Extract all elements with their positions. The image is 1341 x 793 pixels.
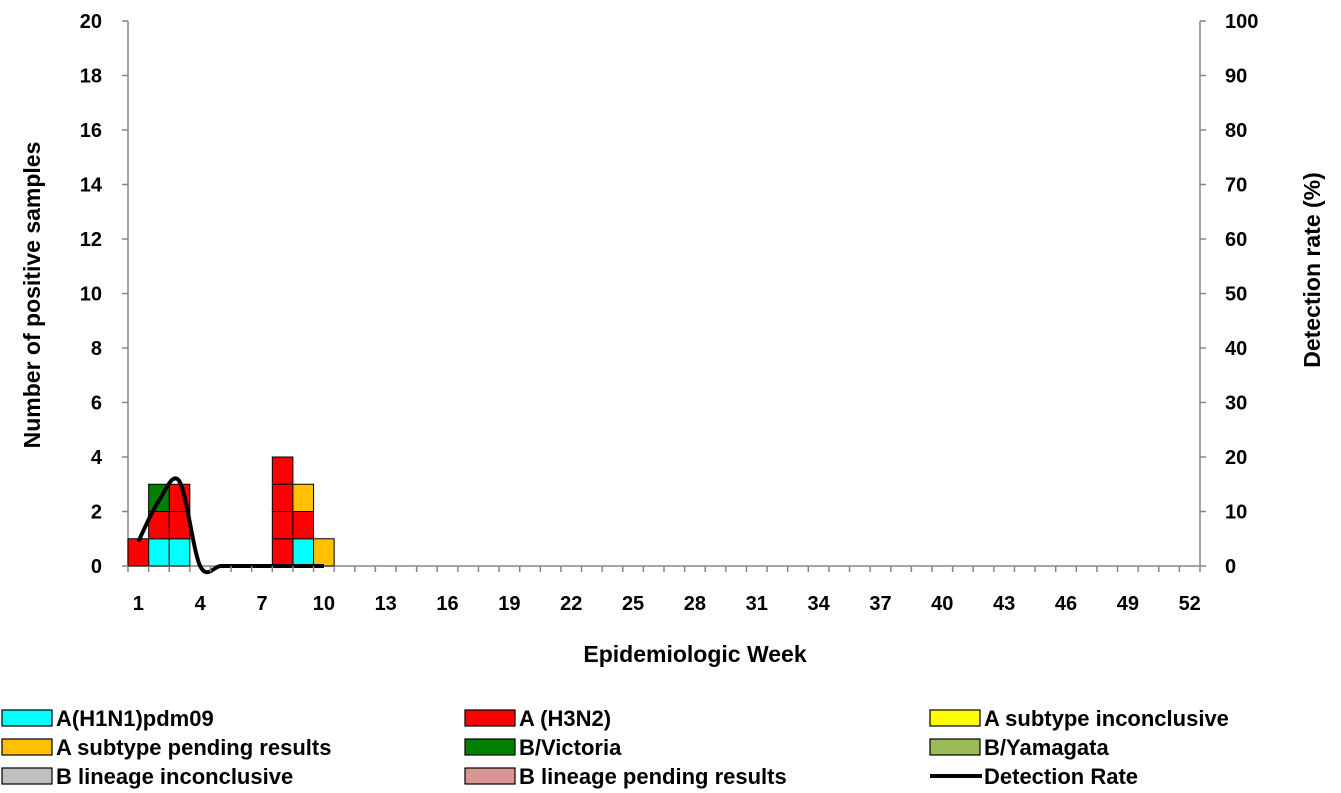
legend-swatch <box>929 709 981 727</box>
legend-label: B lineage pending results <box>519 764 787 789</box>
x-tick-label: 28 <box>684 593 706 615</box>
y2-tick-label: 50 <box>1225 284 1247 306</box>
y-tick-label: 6 <box>91 393 102 415</box>
y2-tick-label: 30 <box>1225 393 1247 415</box>
y-tick-label: 18 <box>80 66 102 88</box>
x-tick-label: 52 <box>1179 593 1201 615</box>
x-axis-title: Epidemiologic Week <box>583 641 806 667</box>
legend-label: A(H1N1)pdm09 <box>56 706 214 731</box>
legend-swatch <box>464 767 516 785</box>
y2-tick-label: 60 <box>1225 229 1247 251</box>
x-tick-label: 43 <box>993 593 1015 615</box>
y-tick-label: 14 <box>80 175 103 197</box>
bar-segment <box>271 538 294 567</box>
x-axis-ticks: 1 4 7 10 13 16 19 22 25 28 31 34 37 40 43 46 49 52 <box>127 566 1201 615</box>
bar-segment <box>127 538 150 567</box>
x-tick-label: 34 <box>807 593 830 615</box>
legend-label: B/Victoria <box>519 735 622 760</box>
legend-swatch <box>464 738 516 756</box>
legend-swatch <box>1 767 53 785</box>
y2-tick-label: 90 <box>1225 66 1247 88</box>
x-tick-label: 25 <box>622 593 644 615</box>
legend-swatch <box>1 738 53 756</box>
bar-segment <box>271 511 294 540</box>
y-tick-label: 0 <box>91 556 102 578</box>
detection-rate-line <box>136 476 324 575</box>
x-tick-label: 13 <box>375 593 397 615</box>
legend-label: A (H3N2) <box>519 706 611 731</box>
y-tick-label: 12 <box>80 229 102 251</box>
bar-segment <box>292 511 315 540</box>
legend-label: B/Yamagata <box>984 735 1109 760</box>
bar-segment <box>292 483 315 512</box>
legend-label: A subtype inconclusive <box>984 706 1229 731</box>
y-axis-left-title: Number of positive samples <box>19 142 45 449</box>
y2-tick-label: 70 <box>1225 175 1247 197</box>
legend-label: B lineage inconclusive <box>56 764 293 789</box>
y-tick-label: 20 <box>80 11 102 33</box>
legend-label: Detection Rate <box>984 764 1138 789</box>
x-tick-label: 37 <box>869 593 891 615</box>
y2-tick-label: 0 <box>1225 556 1236 578</box>
y2-tick-label: 20 <box>1225 447 1247 469</box>
x-tick-label: 19 <box>498 593 520 615</box>
x-tick-label: 49 <box>1117 593 1139 615</box>
legend-swatch <box>1 709 53 727</box>
bar-segment <box>271 483 294 512</box>
bar-segment <box>148 538 170 567</box>
y-tick-label: 2 <box>91 502 102 524</box>
y-axis-right-title: Detection rate (%) <box>1299 172 1325 368</box>
bar-segment <box>292 538 315 567</box>
y-tick-label: 10 <box>80 284 102 306</box>
legend-swatch <box>464 709 516 727</box>
x-tick-label: 10 <box>313 593 335 615</box>
x-tick-label: 16 <box>436 593 458 615</box>
x-tick-label: 1 <box>133 593 144 615</box>
x-tick-label: 40 <box>931 593 953 615</box>
bars <box>127 456 335 567</box>
legend: A(H1N1)pdm09 A (H3N2) A subtype inconclusi… <box>1 706 1229 789</box>
y-tick-label: 8 <box>91 338 102 360</box>
x-tick-label: 7 <box>256 593 267 615</box>
x-tick-label: 31 <box>746 593 768 615</box>
bar-segment <box>313 538 335 567</box>
bar-segment <box>271 456 294 485</box>
bar-segment <box>168 538 191 567</box>
legend-swatch <box>929 738 981 756</box>
y2-tick-label: 40 <box>1225 338 1247 360</box>
y2-tick-label: 100 <box>1225 11 1258 33</box>
y2-tick-label: 10 <box>1225 502 1247 524</box>
x-tick-label: 4 <box>195 593 207 615</box>
y-tick-label: 4 <box>91 447 103 469</box>
y-axis-left-ticks: 0 2 4 6 8 10 12 14 16 18 20 <box>80 11 128 578</box>
x-tick-label: 22 <box>560 593 582 615</box>
y-tick-label: 16 <box>80 120 102 142</box>
y2-tick-label: 80 <box>1225 120 1247 142</box>
detection-rate-layer <box>136 476 324 575</box>
x-tick-label: 46 <box>1055 593 1077 615</box>
y-axis-right-ticks: 0 10 20 30 40 50 60 70 80 90 100 <box>1200 11 1258 578</box>
legend-label: A subtype pending results <box>56 735 331 760</box>
